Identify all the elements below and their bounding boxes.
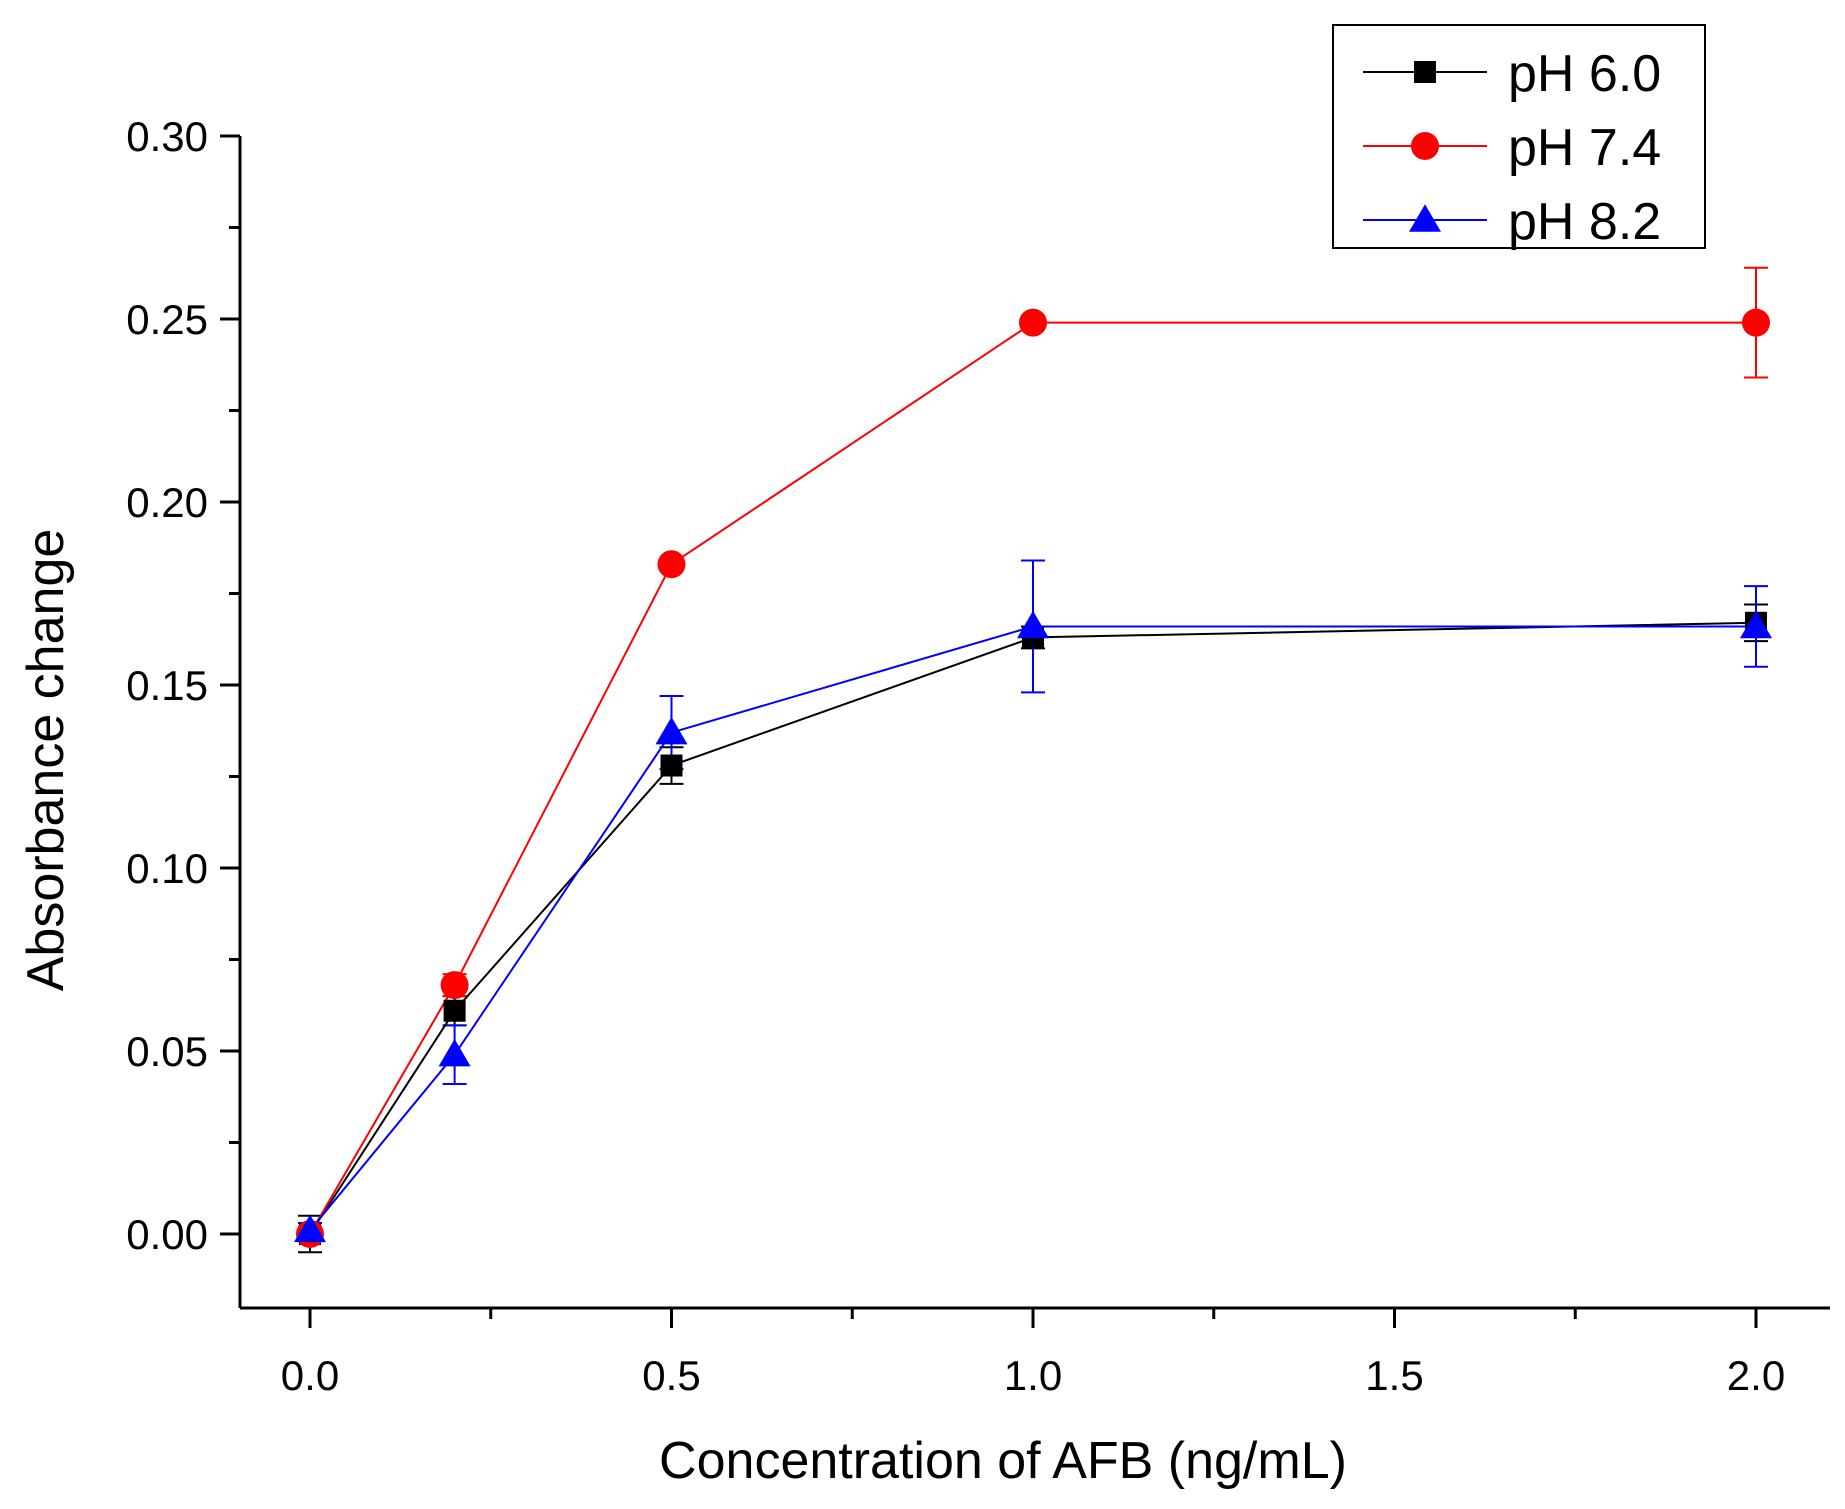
data-point-triangle — [1017, 610, 1049, 639]
x-tick-label: 0.0 — [281, 1352, 339, 1399]
legend-marker-square — [1414, 61, 1436, 83]
legend: pH 6.0 pH 7.4 pH 8.2 — [1332, 24, 1706, 251]
x-axis-ticks: 0.0 0.5 1.0 1.5 2.0 — [281, 1308, 1785, 1399]
x-tick-label: 1.5 — [1365, 1352, 1423, 1399]
legend-label: pH 8.2 — [1508, 193, 1661, 251]
x-tick-label: 1.0 — [1004, 1352, 1062, 1399]
data-point-triangle — [294, 1214, 326, 1243]
data-point-triangle — [438, 1038, 471, 1067]
data-markers — [294, 308, 1772, 1248]
x-tick-label: 0.5 — [642, 1352, 700, 1399]
legend-box — [1332, 24, 1706, 249]
data-point-square — [443, 999, 466, 1022]
legend-item: pH 8.2 — [1363, 193, 1661, 251]
data-point-square — [660, 754, 683, 777]
y-tick-label: 0.00 — [126, 1211, 208, 1258]
legend-marker-circle — [1411, 132, 1439, 160]
legend-label: pH 7.4 — [1508, 119, 1661, 177]
legend-label: pH 6.0 — [1508, 45, 1661, 103]
y-tick-label: 0.15 — [126, 662, 208, 709]
data-point-circle — [1742, 308, 1770, 337]
data-point-circle — [657, 550, 686, 579]
legend-item: pH 7.4 — [1363, 119, 1661, 177]
y-axis-label: Absorbance change — [17, 529, 75, 992]
data-point-circle — [1019, 308, 1047, 337]
y-tick-label: 0.30 — [126, 113, 208, 160]
y-tick-label: 0.20 — [126, 479, 208, 526]
data-point-circle — [440, 971, 469, 1000]
y-tick-label: 0.10 — [126, 845, 208, 892]
legend-item: pH 6.0 — [1363, 45, 1661, 103]
y-tick-label: 0.25 — [126, 296, 208, 343]
y-axis-ticks: 0.00 0.05 0.10 0.15 0.20 0.25 0.30 — [126, 113, 240, 1258]
axes — [238, 136, 1830, 1310]
y-tick-label: 0.05 — [126, 1028, 208, 1075]
data-point-triangle — [655, 716, 688, 745]
data-point-triangle — [1740, 610, 1772, 639]
x-tick-label: 2.0 — [1727, 1352, 1785, 1399]
x-axis-label: Concentration of AFB (ng/mL) — [659, 1432, 1347, 1490]
legend-marker-triangle — [1409, 204, 1441, 232]
